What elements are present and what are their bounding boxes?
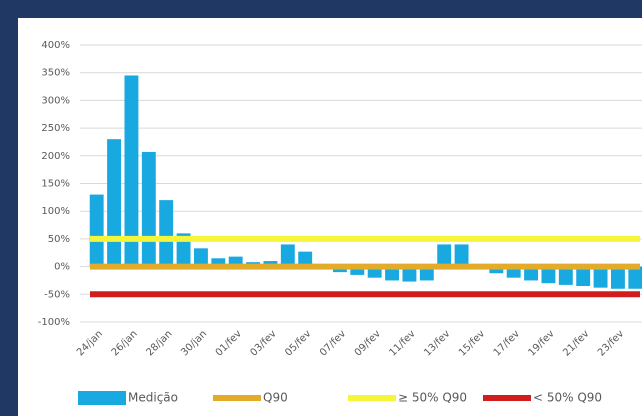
bar [367, 266, 382, 278]
bar [141, 151, 156, 267]
y-tick-label: 150% [41, 179, 70, 190]
y-tick-label: 400% [41, 40, 70, 51]
y-tick-label: -50% [44, 289, 70, 300]
bar [124, 75, 139, 267]
legend-swatch [78, 391, 126, 405]
bar [558, 266, 573, 285]
y-tick-label: -100% [38, 317, 70, 328]
bar [506, 266, 521, 278]
legend-label: Medição [128, 391, 178, 405]
bar [402, 266, 417, 282]
bar [628, 266, 642, 289]
bar [489, 266, 504, 274]
bar [228, 256, 243, 267]
bar [576, 266, 591, 286]
bar [524, 266, 539, 281]
bar [454, 244, 469, 267]
y-tick-label: 350% [41, 68, 70, 79]
bar [280, 244, 295, 267]
bar [541, 266, 556, 284]
legend-label: ≥ 50% Q90 [398, 391, 467, 405]
bar [350, 266, 365, 275]
bar [610, 266, 625, 289]
bar [593, 266, 608, 288]
bar [159, 200, 174, 267]
y-tick-label: 50% [48, 234, 70, 245]
y-tick-label: 300% [41, 95, 70, 106]
legend-label: Q90 [263, 391, 288, 405]
bar [385, 266, 400, 281]
y-tick-label: 200% [41, 151, 70, 162]
bar [437, 244, 452, 267]
bar [298, 251, 313, 267]
bar [107, 139, 122, 267]
y-tick-label: 100% [41, 206, 70, 217]
bar [193, 248, 208, 267]
y-tick-label: 0% [54, 262, 70, 273]
bar [211, 258, 226, 267]
legend-label: < 50% Q90 [533, 391, 602, 405]
chart-panel [18, 18, 642, 416]
bar [419, 266, 434, 281]
bar [89, 194, 104, 267]
y-tick-label: 250% [41, 123, 70, 134]
